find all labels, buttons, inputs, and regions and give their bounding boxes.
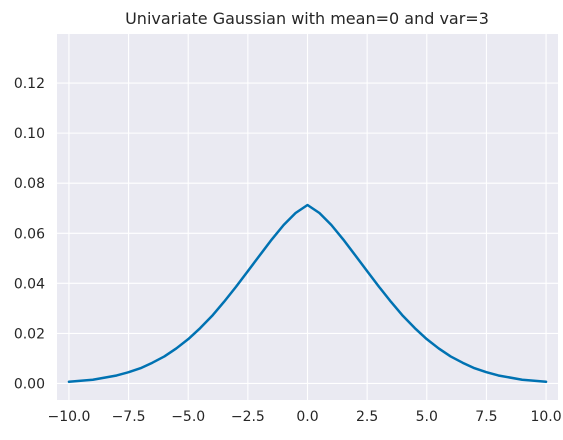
x-tick-label: −2.5 xyxy=(231,409,265,425)
y-tick-label: 0.02 xyxy=(14,326,45,342)
x-axis-ticks: −10.0 −7.5 −5.0 −2.5 0.0 2.5 5.0 7.5 10.0 xyxy=(47,409,561,425)
x-tick-label: 2.5 xyxy=(356,409,378,425)
y-tick-label: 0.10 xyxy=(14,126,45,142)
grid-lines xyxy=(57,34,558,400)
x-tick-label: 5.0 xyxy=(416,409,438,425)
x-tick-label: −5.0 xyxy=(171,409,205,425)
series-line xyxy=(67,203,548,383)
x-tick-label: 7.5 xyxy=(475,409,497,425)
x-tick-label: −10.0 xyxy=(47,409,90,425)
y-tick-label: 0.12 xyxy=(14,76,45,92)
y-axis-ticks: 0.00 0.02 0.04 0.06 0.08 0.10 0.12 xyxy=(14,76,45,392)
x-tick-label: 0.0 xyxy=(296,409,318,425)
series-layer xyxy=(67,203,548,383)
y-tick-label: 0.08 xyxy=(14,176,45,192)
chart-title: Univariate Gaussian with mean=0 and var=… xyxy=(125,9,489,28)
x-tick-label: −7.5 xyxy=(112,409,146,425)
y-tick-label: 0.06 xyxy=(14,226,45,242)
x-tick-label: 10.0 xyxy=(530,409,561,425)
y-tick-label: 0.00 xyxy=(14,376,45,392)
y-tick-label: 0.04 xyxy=(14,276,45,292)
